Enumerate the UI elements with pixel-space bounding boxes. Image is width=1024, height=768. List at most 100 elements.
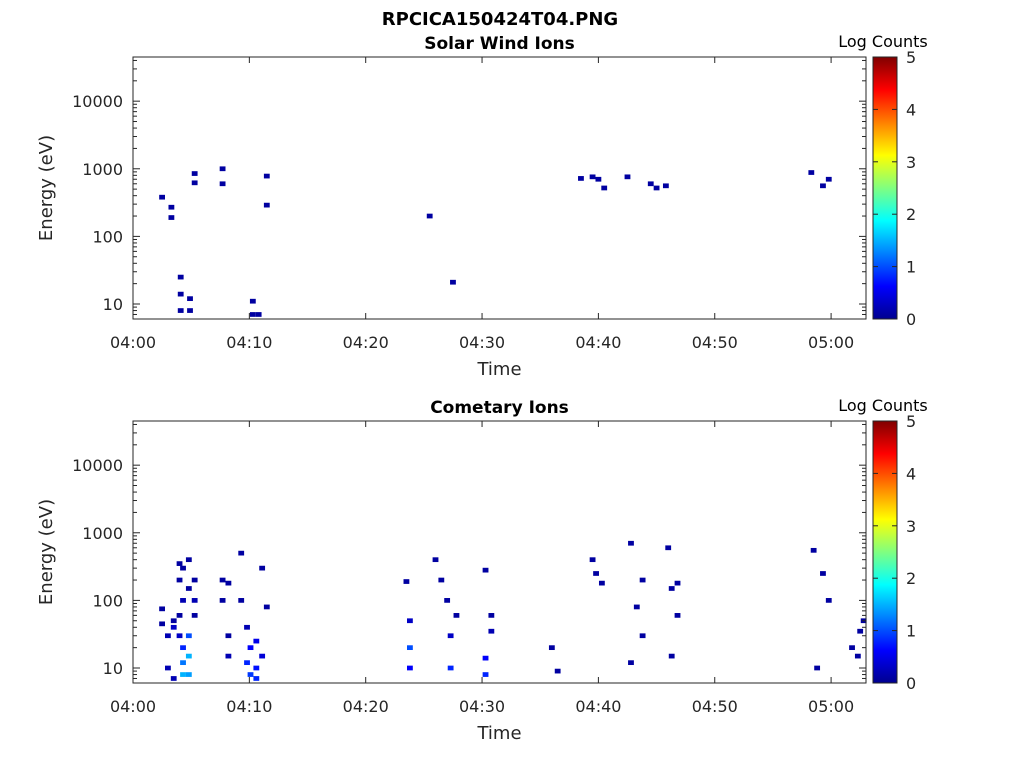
heatmap-cell (180, 565, 186, 571)
heatmap-cell (159, 621, 165, 627)
x-tick-label: 04:30 (459, 697, 505, 716)
colorbar-tick-label: 0 (906, 310, 916, 329)
heatmap-cell (814, 665, 821, 671)
colorbar-tick-label: 4 (906, 100, 916, 119)
heatmap-cell (589, 174, 596, 180)
heatmap-cell (225, 580, 232, 586)
y-tick-label: 10 (103, 295, 123, 314)
heatmap-cell (653, 185, 660, 191)
colorbar-tick-label: 5 (906, 412, 916, 431)
heatmap-cell (820, 183, 826, 189)
y-tick-label: 10000 (72, 456, 123, 475)
colorbar-label: Log Counts (838, 396, 928, 415)
x-tick-label: 04:40 (575, 697, 621, 716)
heatmap-cell (589, 557, 596, 563)
heatmap-cell (820, 571, 826, 576)
heatmap-cell (176, 577, 183, 583)
heatmap-cell (810, 547, 817, 553)
heatmap-cell (168, 215, 175, 220)
colorbar-tick-label: 5 (906, 48, 916, 67)
heatmap-cell (159, 606, 165, 612)
y-tick-label: 1000 (82, 160, 123, 179)
x-tick-label: 05:00 (808, 697, 854, 716)
heatmap-cell (426, 213, 433, 219)
panel-1: 04:00 04:10 04:20 04:30 04:40 04:50 05:0010100… (36, 396, 928, 744)
heatmap-cell (263, 202, 270, 208)
y-tick-label: 10 (103, 659, 123, 678)
heatmap-cell (177, 308, 184, 313)
heatmap-cell (164, 633, 171, 639)
heatmap-cell (263, 173, 270, 179)
heatmap-cell (595, 176, 602, 182)
heatmap-cell (191, 598, 198, 603)
x-tick-label: 05:00 (808, 333, 854, 352)
heatmap-cell (825, 176, 832, 182)
heatmap-cell (225, 653, 232, 659)
heatmap-cell (255, 312, 262, 317)
heatmap-cell (482, 567, 489, 573)
heatmap-cell (180, 598, 186, 603)
heatmap-cell (854, 653, 861, 659)
heatmap-cell (177, 274, 184, 280)
colorbar-tick-label: 4 (906, 464, 916, 483)
heatmap-cell (668, 653, 675, 659)
x-tick-label: 04:00 (110, 697, 156, 716)
heatmap-cell (253, 665, 260, 671)
heatmap-cell (176, 613, 183, 618)
colorbar-gradient (872, 420, 898, 684)
axes-frame (132, 420, 867, 684)
heatmap-cell (624, 174, 631, 180)
heatmap-cell (825, 598, 832, 603)
heatmap-cell (447, 633, 454, 639)
heatmap-cell (185, 653, 192, 659)
heatmap-cell (263, 604, 270, 610)
x-tick-label: 04:20 (343, 333, 389, 352)
heatmap-cell (168, 204, 175, 210)
x-axis-label: Time (476, 359, 521, 380)
heatmap-cell (668, 586, 675, 591)
colorbar-tick-label: 2 (906, 205, 916, 224)
heatmap-cell (488, 628, 495, 634)
heatmap-cell (403, 579, 410, 584)
heatmap-cell (633, 604, 640, 610)
heatmap-cell (249, 298, 256, 304)
heatmap-cell (601, 185, 608, 191)
colorbar-tick-label: 2 (906, 569, 916, 588)
heatmap-cell (488, 613, 495, 618)
heatmap-cell (176, 633, 183, 639)
heatmap-cell (191, 613, 198, 618)
y-axis-label: Energy (eV) (36, 135, 57, 241)
heatmap-cell (187, 308, 193, 313)
x-tick-label: 04:10 (226, 697, 272, 716)
heatmap-cell (170, 676, 177, 681)
heatmap-cell (857, 628, 864, 634)
panel-title: Solar Wind Ions (424, 34, 575, 54)
x-axis-label: Time (476, 723, 521, 744)
heatmap-cell (849, 645, 855, 651)
heatmap-cell (170, 618, 177, 624)
heatmap-cell (548, 645, 555, 651)
heatmap-cell (453, 613, 460, 618)
heatmap-cell (598, 580, 605, 586)
heatmap-cell (225, 633, 232, 639)
colorbar-tick-label: 1 (906, 258, 916, 277)
y-tick-label: 10000 (72, 92, 123, 111)
y-tick-label: 100 (92, 591, 123, 610)
heatmap-cell (185, 672, 192, 677)
heatmap-cell (450, 279, 456, 285)
x-tick-label: 04:30 (459, 333, 505, 352)
x-tick-label: 04:50 (692, 697, 738, 716)
heatmap-cell (628, 660, 634, 666)
x-tick-label: 04:00 (110, 333, 156, 352)
heatmap-cell (244, 624, 250, 630)
panel-title: Cometary Ions (430, 398, 569, 418)
heatmap-cell (639, 577, 646, 583)
heatmap-cell (176, 561, 183, 566)
heatmap-cell (185, 633, 192, 639)
heatmap-cell (253, 676, 260, 681)
heatmap-cell (187, 296, 193, 302)
heatmap-cell (674, 580, 681, 586)
heatmap-cell (219, 181, 226, 187)
